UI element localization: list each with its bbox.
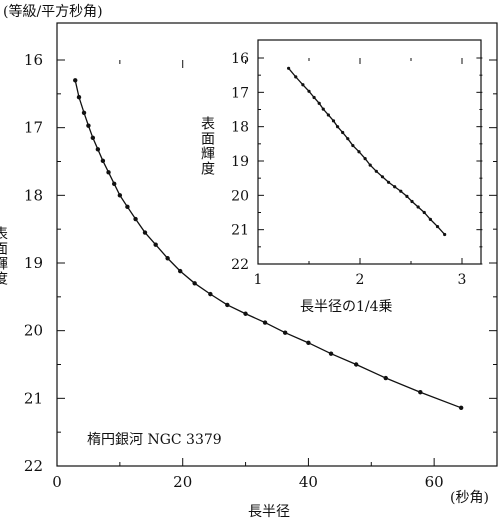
x-tick-label: 40 <box>299 473 318 491</box>
series-line <box>288 67 446 235</box>
data-point <box>125 204 130 210</box>
data-point <box>368 163 372 167</box>
x-axis-label: 長半径 <box>248 504 290 520</box>
data-point <box>399 189 403 193</box>
data-point <box>81 110 87 115</box>
y-tick-label: 22 <box>24 457 43 475</box>
y-tick-label: 21 <box>231 223 249 239</box>
data-point <box>405 194 409 198</box>
data-point <box>306 340 311 346</box>
y-tick-label: 17 <box>24 119 43 137</box>
x-tick-label: 2 <box>356 272 365 288</box>
data-point <box>294 75 298 79</box>
data-point <box>73 78 78 83</box>
data-point <box>86 123 91 128</box>
data-point <box>443 232 447 237</box>
y-tick-label: 17 <box>231 85 249 101</box>
data-point <box>416 205 420 209</box>
data-point <box>331 119 336 123</box>
data-point <box>282 330 288 335</box>
data-point <box>374 169 378 173</box>
data-point <box>357 150 361 154</box>
x-tick-label: 1 <box>254 272 263 288</box>
data-point <box>351 143 355 148</box>
x-tick-label: 60 <box>425 473 444 491</box>
data-point <box>380 175 385 179</box>
data-point <box>326 113 330 117</box>
inset-plot-frame <box>257 39 482 265</box>
x-tick-label: 20 <box>173 473 192 491</box>
y-tick-label: 16 <box>231 51 249 67</box>
x-tick-label: 0 <box>52 473 62 491</box>
y-tick-label: 21 <box>24 389 43 407</box>
data-point <box>410 199 414 204</box>
y-tick-label: 16 <box>24 51 43 69</box>
data-point <box>422 210 426 215</box>
data-point <box>341 130 345 135</box>
inset-y-axis-label: 表面輝度 <box>199 116 215 176</box>
y-tick-label: 18 <box>24 186 43 204</box>
data-point <box>386 180 391 184</box>
data-point <box>208 291 213 297</box>
data-point <box>243 311 248 316</box>
data-point <box>458 405 464 411</box>
x-tick-label: 3 <box>458 272 467 288</box>
data-point <box>393 185 397 189</box>
y-tick-label: 22 <box>231 257 249 273</box>
data-point <box>321 107 325 111</box>
y-tick-label: 18 <box>231 120 249 136</box>
data-point <box>346 137 350 141</box>
y-tick-label: 19 <box>231 154 249 170</box>
data-point <box>428 217 432 221</box>
galaxy-annotation: 楕円銀河 NGC 3379 <box>87 431 222 448</box>
data-point <box>192 281 197 286</box>
data-point <box>165 256 170 261</box>
data-point <box>153 242 158 247</box>
data-point <box>95 147 101 152</box>
data-point <box>317 101 321 105</box>
data-point <box>354 362 359 367</box>
y-axis-unit-label: (等級/平方秒角) <box>3 3 103 20</box>
data-point <box>117 193 123 198</box>
data-point <box>90 135 96 141</box>
data-point <box>312 95 316 100</box>
y-tick-label: 20 <box>231 188 249 204</box>
data-point <box>383 375 388 381</box>
data-point <box>133 216 138 222</box>
data-point <box>100 158 106 164</box>
data-point <box>328 351 334 356</box>
data-point <box>435 224 440 229</box>
data-point <box>307 89 311 93</box>
series-line <box>74 80 462 409</box>
y-axis-side-label: 表面輝度 <box>0 226 8 286</box>
data-point <box>225 302 230 308</box>
data-point <box>363 157 367 161</box>
data-point <box>287 66 291 70</box>
y-tick-label: 19 <box>24 254 43 272</box>
data-point <box>262 320 268 325</box>
data-point <box>76 95 82 100</box>
data-point <box>335 125 340 129</box>
data-point <box>142 230 148 235</box>
data-point <box>112 181 117 187</box>
data-point <box>418 390 423 395</box>
inset-x-axis-label: 長半径の1/4乗 <box>300 299 393 315</box>
data-point <box>301 83 305 87</box>
data-point <box>178 268 183 274</box>
y-tick-label: 20 <box>24 322 43 340</box>
x-axis-unit-label: (秒角) <box>450 490 489 506</box>
main-plot-frame <box>56 22 498 467</box>
data-point <box>106 170 111 175</box>
